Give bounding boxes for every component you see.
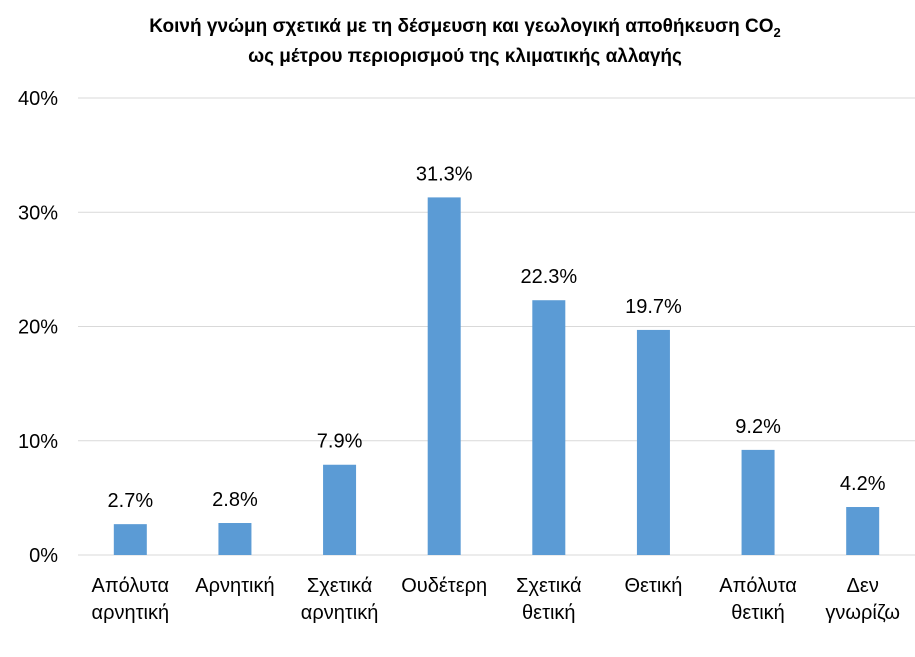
y-tick-label: 30%: [18, 202, 58, 224]
y-tick-label: 20%: [18, 317, 58, 339]
data-label: 2.7%: [108, 490, 154, 512]
chart-title: Κοινή γνώμη σχετικά με τη δέσμευση και γ…: [149, 16, 780, 40]
y-tick-label: 10%: [18, 431, 58, 453]
y-tick-label: 0%: [29, 545, 58, 567]
bar: [427, 197, 461, 555]
x-category-label: Απόλυτα αρνητική: [92, 575, 170, 624]
x-category-label: Δεν γνωρίζω: [825, 575, 900, 624]
y-tick-label: 40%: [18, 88, 58, 110]
bar: [113, 524, 147, 555]
data-label: 2.8%: [212, 489, 258, 511]
data-label: 7.9%: [317, 431, 363, 453]
data-label: 31.3%: [416, 163, 473, 185]
chart-title-subscript: 2: [774, 25, 781, 40]
x-category-label: Θετική: [624, 575, 682, 597]
bar: [218, 523, 252, 555]
data-label: 19.7%: [625, 296, 682, 318]
bar: [741, 449, 775, 555]
bars: [113, 197, 880, 555]
x-axis-categories: Απόλυτα αρνητική Αρνητική Σχετικά αρνητική Ου…: [92, 575, 900, 624]
x-category-label: Ουδέτερη: [401, 575, 487, 597]
grid-lines: [78, 97, 915, 556]
bar: [636, 329, 670, 555]
x-category-label: Αρνητική: [195, 575, 274, 597]
bar: [846, 507, 880, 555]
data-label: 9.2%: [735, 416, 781, 438]
data-label: 4.2%: [840, 473, 886, 495]
data-labels: 2.7% 2.8% 7.9% 31.3% 22.3% 19.7% 9.2% 4.2%: [108, 163, 886, 512]
bar: [323, 464, 357, 555]
x-category-label: Σχετικά αρνητική: [301, 575, 379, 624]
x-category-label: Απόλυτα θετική: [719, 575, 797, 624]
x-category-label: Σχετικά θετική: [516, 575, 581, 624]
y-axis-ticks: 0% 10% 20% 30% 40%: [18, 88, 58, 567]
chart-subtitle: ως μέτρου περιορισμού της κλιματικής αλλ…: [248, 46, 682, 67]
data-label: 22.3%: [520, 266, 577, 288]
bar: [532, 300, 566, 555]
